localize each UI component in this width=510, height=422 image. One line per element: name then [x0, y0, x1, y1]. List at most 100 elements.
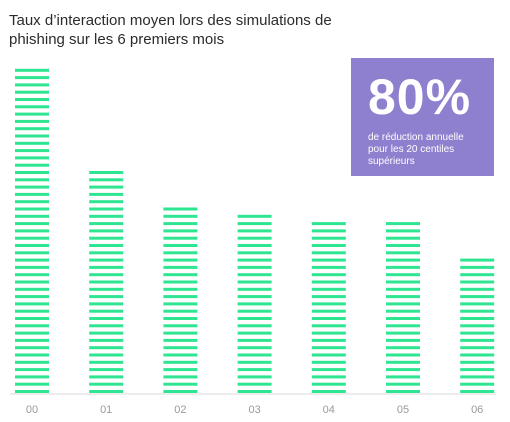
bar-stripe [311, 309, 346, 313]
bar-stripe [15, 338, 49, 342]
bar-stripe [163, 236, 198, 240]
bar-stripe [15, 265, 49, 269]
bar-04 [311, 222, 346, 393]
bar-stripe [237, 236, 272, 240]
bar-stripe [89, 280, 124, 284]
bar-stripe [15, 346, 49, 350]
bar-05 [386, 222, 420, 393]
bar-stripe [15, 317, 49, 320]
bar-stripe [237, 331, 272, 335]
bar-stripe [163, 375, 198, 379]
bar-stripe [237, 273, 272, 277]
bar-stripe [237, 265, 272, 269]
bar-stripe [386, 324, 420, 328]
bar-stripe [89, 222, 124, 226]
bar-stripe [237, 368, 272, 372]
bar-stripe [15, 192, 49, 196]
bar-stripe [386, 222, 420, 226]
bar-stripe [163, 302, 198, 306]
bar-stripe [15, 295, 49, 299]
bar-stripe [163, 331, 198, 335]
bar-stripe [15, 90, 49, 94]
bar-stripe [237, 222, 272, 226]
bar-stripe [15, 119, 49, 123]
bar-stripe [15, 171, 49, 174]
bar-stripe [89, 302, 124, 306]
bar-stripe [89, 338, 124, 342]
bar-stripe [460, 317, 495, 320]
bar-stripe [15, 251, 49, 255]
bar-stripe [89, 185, 124, 189]
bar-stripe [163, 368, 198, 372]
bar-stripe [163, 309, 198, 313]
bar-stripe [163, 338, 198, 342]
bar-stripe [163, 317, 198, 320]
bar-stripe [237, 287, 272, 291]
bar-stripe [460, 302, 495, 306]
bar-stripe [237, 360, 272, 364]
x-tick-label: 01 [100, 404, 112, 416]
bar-stripe [460, 280, 495, 284]
bar-stripe [89, 331, 124, 335]
bar-stripe [89, 258, 124, 262]
bar-stripe [15, 331, 49, 335]
bar-stripe [15, 156, 49, 160]
bar-stripe [15, 105, 49, 109]
bar-stripe [163, 360, 198, 364]
bar-stripe [89, 353, 124, 357]
bar-stripe [15, 309, 49, 313]
bar-stripe [89, 346, 124, 350]
bar-stripe [15, 149, 49, 153]
bar-stripe [163, 207, 198, 211]
bar-stripe [311, 229, 346, 233]
bar-stripe [89, 368, 124, 372]
bar-stripe [163, 390, 198, 393]
bar-stripe [311, 295, 346, 299]
bars-group [15, 68, 495, 393]
bar-stripe [311, 236, 346, 240]
bar-stripe [311, 302, 346, 306]
bar-stripe [15, 324, 49, 328]
bar-stripe [163, 229, 198, 233]
bar-stripe [89, 375, 124, 379]
bar-stripe [460, 390, 495, 393]
bar-stripe [460, 338, 495, 342]
bar-stripe [89, 171, 124, 174]
bar-stripe [386, 251, 420, 255]
bar-stripe [311, 317, 346, 320]
callout-value: 80% [368, 69, 472, 125]
bar-stripe [460, 360, 495, 364]
bar-stripe [15, 83, 49, 87]
bar-stripe [163, 222, 198, 226]
bar-stripe [237, 280, 272, 284]
bar-stripe [89, 207, 124, 211]
bar-stripe [15, 302, 49, 306]
bar-stripe [311, 382, 346, 386]
bar-stripe [237, 324, 272, 328]
bar-stripe [386, 368, 420, 372]
bar-stripe [311, 265, 346, 269]
bar-stripe [311, 324, 346, 328]
bar-stripe [237, 244, 272, 247]
bar-stripe [15, 236, 49, 240]
bar-stripe [15, 76, 49, 80]
bar-stripe [460, 368, 495, 372]
bar-stripe [237, 251, 272, 255]
bar-stripe [15, 178, 49, 182]
bar-stripe [460, 331, 495, 335]
bar-stripe [311, 280, 346, 284]
bar-stripe [386, 244, 420, 247]
bar-stripe [311, 331, 346, 335]
bar-stripe [89, 229, 124, 233]
bar-stripe [311, 258, 346, 262]
bar-stripe [237, 317, 272, 320]
bar-stripe [163, 258, 198, 262]
bar-stripe [89, 265, 124, 269]
bar-stripe [15, 390, 49, 393]
bar-stripe [311, 368, 346, 372]
bar-stripe [237, 309, 272, 313]
stat-callout: 80% de réduction annuelle pour les 20 ce… [351, 58, 494, 176]
bar-stripe [89, 382, 124, 386]
bar-stripe [311, 273, 346, 277]
